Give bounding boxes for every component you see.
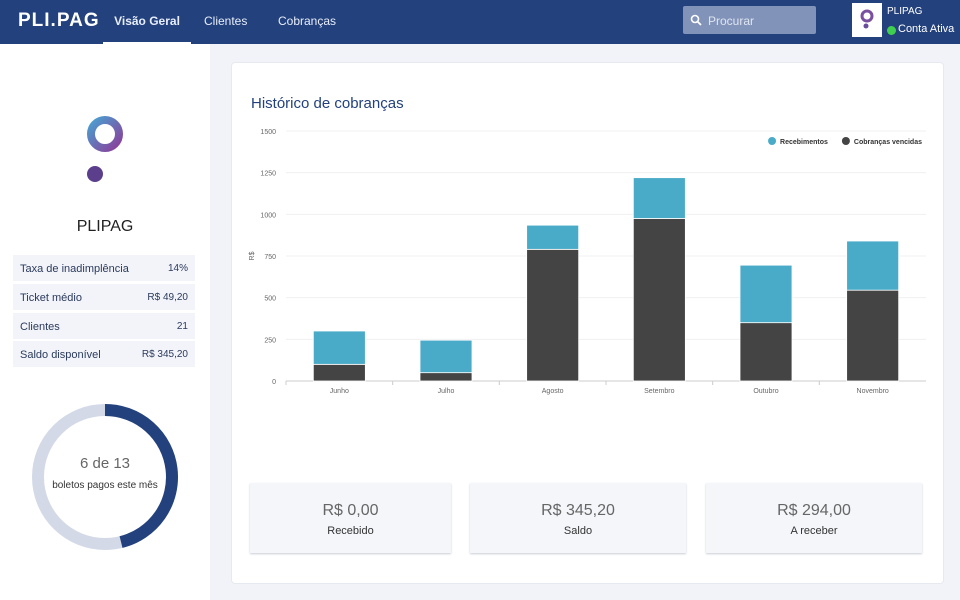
- y-tick-label: 500: [264, 296, 276, 303]
- bar-segment: [739, 264, 793, 324]
- y-tick-label: 750: [264, 254, 276, 261]
- kpi-card: R$ 0,00 Recebido: [250, 483, 451, 553]
- y-tick-label: 1000: [260, 212, 276, 219]
- search-placeholder: Procurar: [708, 14, 755, 28]
- bar-segment: [739, 322, 793, 382]
- stat-row: Ticket médio R$ 49,20: [13, 284, 195, 310]
- search-icon: [690, 14, 702, 26]
- bar-segment: [419, 372, 473, 382]
- brand[interactable]: PLI.PAG: [18, 10, 100, 31]
- status-dot: [887, 26, 896, 35]
- y-tick-label: 1500: [260, 129, 276, 136]
- x-tick-label: Novembro: [857, 388, 889, 395]
- x-tick-label: Julho: [438, 388, 455, 395]
- bar-segment: [632, 177, 686, 219]
- stat-row: Saldo disponível R$ 345,20: [13, 341, 195, 367]
- stat-row: Clientes 21: [13, 313, 195, 339]
- bar-segment: [526, 224, 580, 250]
- bar-segment: [846, 240, 900, 291]
- legend-label: Cobranças vencidas: [854, 139, 922, 146]
- tab[interactable]: Visão Geral: [103, 0, 191, 44]
- x-tick-label: Agosto: [542, 388, 564, 395]
- top-bar: PLI.PAG Visão Geral Clientes Cobranças P…: [0, 0, 960, 44]
- kpi-value: R$ 294,00: [777, 502, 851, 519]
- bar-segment: [419, 339, 473, 374]
- bar-segment: [312, 330, 366, 365]
- tab-label: Visão Geral: [114, 14, 180, 28]
- bar-segment: [312, 363, 366, 382]
- y-tick-label: 0: [272, 379, 276, 386]
- tab-label: Clientes: [204, 14, 248, 28]
- chart: Histórico de cobranças R$ 0 250 500 750 1000 12…: [249, 95, 926, 395]
- stat-label: Ticket médio: [20, 292, 82, 304]
- ring-label: 6 de 13: [80, 455, 130, 472]
- y-axis-label: R$: [249, 251, 256, 260]
- legend-swatch: [841, 137, 850, 145]
- stat-label: Saldo disponível: [20, 349, 101, 361]
- kpi-label: A receber: [790, 525, 838, 537]
- avatar-logo: [860, 9, 874, 29]
- stat-value: 21: [176, 321, 188, 332]
- kpi-card: R$ 345,20 Saldo: [470, 483, 686, 553]
- y-tick-label: 250: [264, 337, 276, 344]
- stat-row: Taxa de inadimplência 14%: [13, 255, 195, 281]
- stat-value: 14%: [167, 263, 188, 274]
- stat-value: R$ 49,20: [147, 292, 188, 303]
- bar-segment: [526, 248, 580, 382]
- logo: [87, 116, 123, 182]
- bar-segment: [632, 218, 686, 382]
- tab[interactable]: Clientes: [204, 0, 247, 42]
- bar-segment: [846, 289, 900, 382]
- stat-label: Taxa de inadimplência: [20, 263, 129, 275]
- sidebar: PLIPAG 6 de 13 boletos pagos este mês Tax…: [0, 44, 210, 600]
- progress-ring: 6 de 13 boletos pagos este mês: [32, 404, 178, 550]
- stat-label: Clientes: [20, 321, 60, 333]
- company-name: PLIPAG: [76, 218, 134, 235]
- account-status: Conta Ativa: [898, 23, 955, 35]
- x-tick-label: Setembro: [644, 388, 674, 395]
- ring-caption: boletos pagos este mês: [52, 480, 158, 491]
- chart-title: Histórico de cobranças: [251, 95, 404, 112]
- x-tick-label: Outubro: [753, 388, 778, 395]
- stat-value: R$ 345,20: [141, 349, 188, 360]
- kpi-value: R$ 345,20: [541, 502, 615, 519]
- legend-label: Recebimentos: [780, 139, 828, 146]
- y-tick-label: 1250: [260, 171, 276, 178]
- tab[interactable]: Cobranças: [278, 0, 336, 42]
- kpi-card: R$ 294,00 A receber: [706, 483, 922, 553]
- avatar[interactable]: [852, 3, 882, 37]
- account-name: PLIPAG: [887, 6, 923, 17]
- ring-progress: [104, 404, 178, 548]
- kpi-label: Saldo: [563, 525, 593, 537]
- kpi-label: Recebido: [327, 525, 374, 537]
- kpi-value: R$ 0,00: [322, 502, 379, 519]
- legend-swatch: [768, 137, 777, 145]
- search-box[interactable]: Procurar: [683, 6, 816, 34]
- tab-label: Cobranças: [278, 14, 337, 28]
- x-tick-label: Junho: [330, 388, 349, 395]
